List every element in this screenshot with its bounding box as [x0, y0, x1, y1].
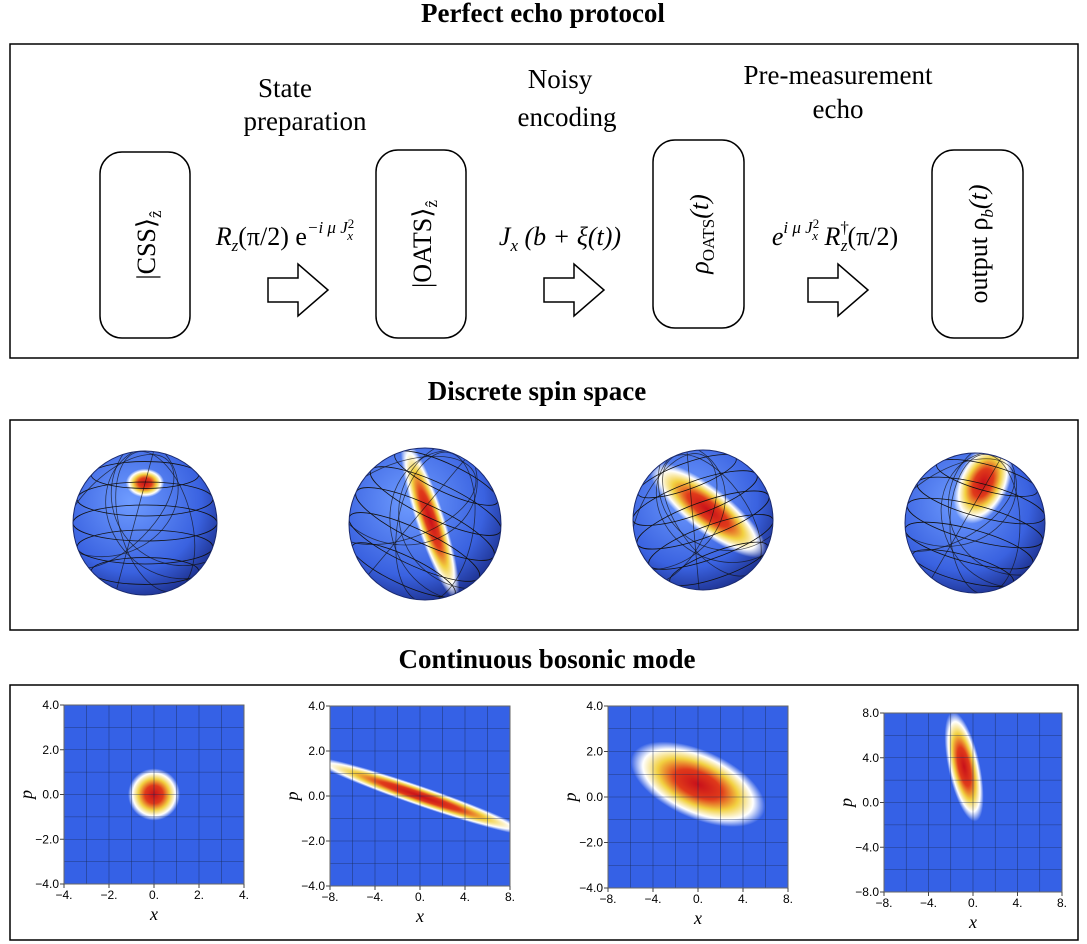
op-part: x	[346, 228, 353, 243]
op-part: (π/2) e	[238, 222, 307, 251]
y-tick-label: −4.0	[855, 840, 879, 854]
state-text: |CSS⟩	[132, 218, 161, 280]
x-tick-label: 8.	[505, 890, 515, 904]
y-tick-label: 2.0	[42, 743, 59, 757]
x-tick-label: 8.	[783, 892, 793, 906]
state-label: output ρb(t)	[964, 185, 997, 304]
x-axis-label: x	[968, 912, 977, 932]
op-part: i μ J	[783, 218, 814, 237]
x-tick-label: 4.	[1012, 896, 1022, 910]
state-text: |OATS⟩	[408, 208, 437, 288]
x-tick-label: 0.	[415, 890, 425, 904]
op-part: R	[818, 222, 841, 251]
x-tick-label: −4.	[366, 890, 383, 904]
x-tick-label: −4.	[920, 896, 937, 910]
state-text: (t)	[685, 194, 714, 219]
x-tick-label: 0.	[693, 892, 703, 906]
x-tick-label: 4.	[239, 888, 249, 902]
op-part: −i μ J	[307, 218, 349, 237]
y-tick-label: 0.0	[308, 789, 325, 803]
state-text: ρ	[685, 261, 714, 274]
y-axis-label: p	[16, 790, 36, 801]
x-tick-label: 0.	[968, 896, 978, 910]
y-tick-label: −4.0	[301, 879, 325, 893]
x-tick-label: 2.	[194, 888, 204, 902]
state-text: (t)	[964, 185, 993, 210]
y-tick-label: 0.0	[862, 796, 879, 810]
state-label: |CSS⟩ẑ	[132, 210, 165, 280]
op-part: (π/2)	[847, 222, 898, 251]
sphere-detail	[551, 371, 847, 638]
y-tick-label: 2.0	[308, 744, 325, 758]
sphere-detail	[838, 381, 1087, 633]
operator: Jx (b + ξ(t))	[499, 222, 621, 255]
y-tick-label: 0.0	[42, 788, 59, 802]
arrow	[268, 264, 328, 316]
x-tick-label: 8.	[1057, 896, 1067, 910]
section-title: Perfect echo protocol	[421, 0, 665, 28]
state-label: |OATS⟩ẑ	[408, 200, 441, 288]
step-label: encoding	[518, 102, 617, 132]
op-part: R	[215, 222, 232, 251]
x-axis-label: x	[149, 904, 158, 924]
step-label: echo	[813, 94, 864, 124]
state-sub: b	[978, 209, 997, 218]
y-tick-label: −2.0	[579, 836, 603, 850]
step-label: Noisy	[528, 64, 593, 94]
y-tick-label: 4.0	[862, 751, 879, 765]
step-label: preparation	[244, 106, 367, 136]
x-tick-label: −4.	[644, 892, 661, 906]
state-text: output ρ	[964, 218, 993, 304]
x-axis-label: x	[415, 906, 424, 926]
y-tick-label: 4.0	[586, 699, 603, 713]
x-tick-label: 4.	[738, 892, 748, 906]
step-label: State	[258, 73, 312, 103]
state-sub: ẑ	[422, 200, 441, 208]
section-title: Continuous bosonic mode	[398, 644, 695, 674]
y-tick-label: 4.0	[308, 699, 325, 713]
y-tick-label: −8.0	[855, 885, 879, 899]
y-tick-label: −4.0	[579, 881, 603, 895]
state-sub: OATS	[699, 219, 718, 262]
op-part: e	[772, 222, 784, 251]
op-part: (b + ξ(t))	[518, 222, 621, 251]
y-tick-label: 8.0	[862, 706, 879, 720]
x-tick-label: 4.	[460, 890, 470, 904]
y-tick-label: −4.0	[35, 877, 59, 891]
y-tick-label: −2.0	[35, 832, 59, 846]
y-tick-label: −2.0	[301, 834, 325, 848]
state-sub: ẑ	[146, 210, 165, 218]
arrow	[808, 264, 868, 316]
step-label: Pre-measurement	[744, 60, 933, 90]
y-axis-label: p	[836, 798, 856, 809]
y-tick-label: 2.0	[586, 745, 603, 759]
y-tick-label: 4.0	[42, 698, 59, 712]
y-axis-label: p	[282, 792, 302, 803]
y-tick-label: 0.0	[586, 790, 603, 804]
x-tick-label: 0.	[149, 888, 159, 902]
y-axis-label: p	[560, 793, 580, 804]
figure: Perfect echo protocol State preparation …	[0, 0, 1087, 944]
operator: ei μ J2x R†z(π/2)	[772, 216, 898, 255]
section-title: Discrete spin space	[428, 376, 646, 406]
x-tick-label: −2.	[100, 888, 117, 902]
arrow	[544, 264, 604, 316]
x-axis-label: x	[693, 908, 702, 928]
